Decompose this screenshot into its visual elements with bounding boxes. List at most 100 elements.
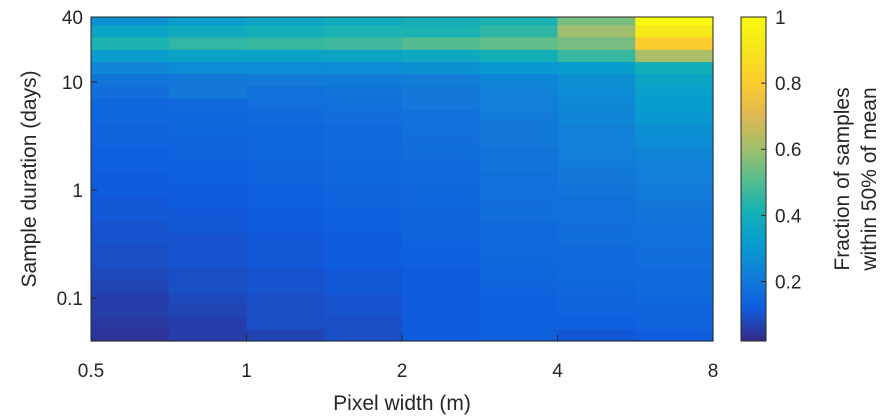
x-tick-label: 4 [552, 361, 563, 382]
heatmap-cell [246, 110, 325, 124]
heatmap-cell [324, 171, 403, 185]
heatmap-cell [557, 267, 636, 282]
heatmap-cell [635, 183, 714, 197]
heatmap-cell [324, 267, 403, 282]
heatmap-cell [168, 220, 248, 234]
heatmap-cell [479, 316, 559, 330]
heatmap-cell [324, 36, 403, 50]
heatmap-cell [91, 98, 170, 111]
colorbar-tick-label: 0.2 [775, 272, 801, 293]
heatmap-cell [246, 220, 325, 234]
heatmap-cell [402, 316, 481, 330]
heatmap-cell [402, 267, 481, 282]
heatmap-cell [635, 293, 714, 306]
heatmap-cell [479, 85, 559, 99]
heatmap-cell [246, 233, 325, 246]
heatmap-cell [246, 280, 325, 295]
x-axis-ticks: 0.5 1 2 4 8 [78, 335, 718, 382]
heatmap-cell [324, 256, 403, 269]
heatmap-cell [557, 304, 636, 318]
heatmap-cell [91, 208, 170, 222]
colorbar-tick-label: 0.4 [775, 206, 802, 227]
heatmap-cell [168, 304, 248, 318]
heatmap-cell [557, 208, 636, 222]
heatmap-cell [557, 159, 636, 173]
heatmap-cell [168, 98, 248, 111]
heatmap-cell [402, 134, 481, 148]
heatmap-cell [402, 196, 481, 209]
heatmap-cell [91, 73, 170, 87]
heatmap-cell [402, 304, 481, 318]
heatmap-cell [91, 316, 170, 330]
y-tick-label: 0.1 [57, 289, 83, 310]
heatmap-cell [324, 73, 403, 87]
heatmap-cell [91, 233, 170, 246]
heatmap-cell [91, 17, 170, 26]
heatmap-cell [402, 208, 481, 222]
heatmap-cell [246, 183, 325, 197]
heatmap-cell [402, 233, 481, 246]
heatmap-cell [168, 159, 248, 173]
heatmap-cell [91, 24, 170, 38]
heatmap-cell [402, 183, 481, 197]
heatmap-cell [324, 220, 403, 234]
heatmap-cell [246, 171, 325, 185]
heatmap-cell [402, 244, 481, 258]
heatmap-cell [246, 244, 325, 258]
heatmap-cell [479, 17, 559, 26]
heatmap-cells [91, 17, 714, 342]
heatmap-cell [246, 196, 325, 209]
heatmap-cell [91, 85, 170, 99]
heatmap-cell [635, 267, 714, 282]
heatmap-cell [635, 256, 714, 269]
heatmap-cell [91, 122, 170, 136]
heatmap-cell [246, 316, 325, 330]
heatmap-cell [246, 304, 325, 318]
heatmap-cell [557, 316, 636, 330]
heatmap-cell [246, 24, 325, 38]
heatmap-cell [402, 328, 481, 342]
heatmap-cell [635, 98, 714, 111]
heatmap-cell [91, 328, 170, 342]
heatmap-cell [557, 183, 636, 197]
heatmap-cell [168, 24, 248, 38]
heatmap-cell [402, 293, 481, 306]
heatmap-cell [324, 159, 403, 173]
heatmap-cell [324, 304, 403, 318]
heatmap-cell [635, 17, 714, 26]
heatmap-cell [324, 85, 403, 99]
heatmap-cell [324, 110, 403, 124]
heatmap-cell [324, 183, 403, 197]
heatmap-cell [479, 24, 559, 38]
heatmap-cell [479, 280, 559, 295]
x-tick-label: 2 [397, 361, 408, 382]
heatmap-cell [402, 147, 481, 160]
heatmap-cell [557, 24, 636, 38]
heatmap-cell [168, 328, 248, 342]
colorbar-label-line2: within 50% of mean [858, 87, 881, 271]
y-tick-label: 1 [72, 181, 83, 202]
heatmap-cell [324, 233, 403, 246]
heatmap-cell [479, 304, 559, 318]
heatmap-cell [168, 122, 248, 136]
heatmap-cell [168, 134, 248, 148]
heatmap-cell [635, 196, 714, 209]
heatmap-cell [168, 244, 248, 258]
heatmap-cell [402, 110, 481, 124]
heatmap-cell [479, 36, 559, 50]
heatmap-cell [324, 17, 403, 26]
colorbar-tick-label: 0.6 [775, 140, 801, 161]
heatmap-cell [168, 196, 248, 209]
colorbar-tick-label: 0.8 [775, 74, 801, 95]
heatmap-cell [402, 49, 481, 63]
heatmap-cell [402, 122, 481, 136]
heatmap-cell [635, 304, 714, 318]
heatmap-cell [246, 73, 325, 87]
heatmap-cell [168, 316, 248, 330]
heatmap-cell [168, 17, 248, 26]
heatmap-cell [91, 147, 170, 160]
heatmap-cell [557, 293, 636, 306]
heatmap-cell [324, 147, 403, 160]
heatmap-cell [324, 293, 403, 306]
